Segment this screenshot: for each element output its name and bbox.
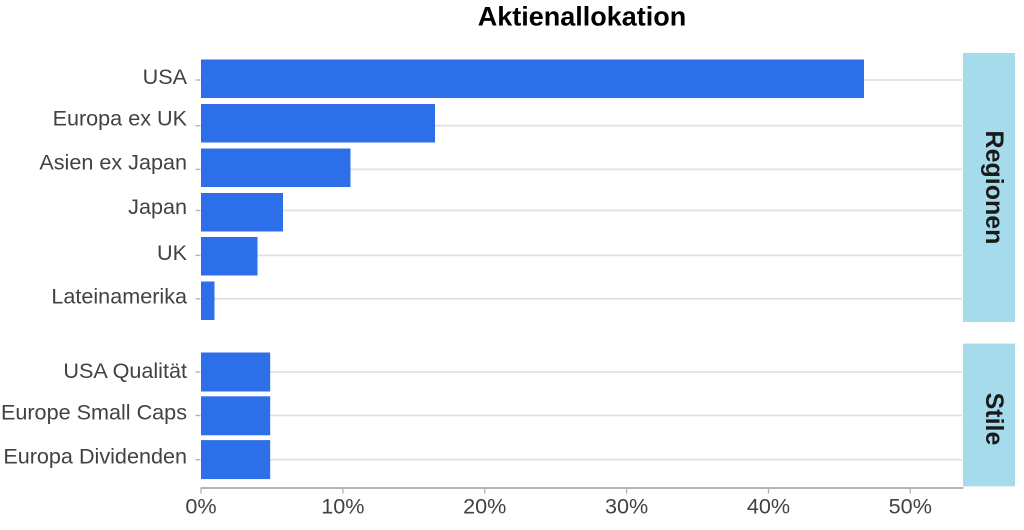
svg-text:50%: 50%: [889, 494, 932, 519]
svg-text:40%: 40%: [747, 494, 790, 519]
svg-text:20%: 20%: [463, 494, 506, 519]
svg-text:10%: 10%: [321, 494, 364, 519]
svg-text:Regionen: Regionen: [980, 131, 1008, 245]
svg-text:Japan: Japan: [128, 194, 187, 219]
svg-text:Stile: Stile: [980, 393, 1008, 446]
svg-text:USA: USA: [143, 64, 188, 89]
svg-text:UK: UK: [157, 240, 188, 265]
svg-text:Aktienallokation: Aktienallokation: [478, 1, 687, 31]
svg-text:Europa Dividenden: Europa Dividenden: [3, 443, 187, 468]
svg-text:Europe Small Caps: Europe Small Caps: [1, 400, 187, 425]
svg-text:Europa ex UK: Europa ex UK: [53, 105, 188, 130]
svg-text:Lateinamerika: Lateinamerika: [51, 283, 188, 308]
svg-text:30%: 30%: [605, 494, 648, 519]
svg-text:USA Qualität: USA Qualität: [63, 358, 187, 383]
svg-text:0%: 0%: [185, 494, 216, 519]
svg-text:Asien ex Japan: Asien ex Japan: [39, 150, 187, 175]
